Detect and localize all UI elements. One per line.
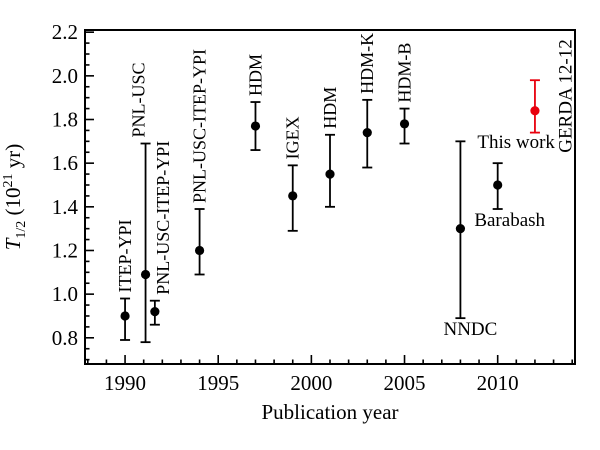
data-point: HDM bbox=[320, 87, 340, 208]
point-label: IGEX bbox=[283, 116, 303, 159]
point-label: NNDC bbox=[443, 319, 497, 340]
point-label: ITEP-YPI bbox=[115, 220, 135, 293]
data-series: ITEP-YPIPNL-USCPNL-USC-ITEP-YPIPNL-USC-I… bbox=[115, 33, 576, 344]
data-point: PNL-USC-ITEP-YPI bbox=[190, 49, 210, 276]
data-point: HDM bbox=[245, 54, 265, 151]
point-marker bbox=[455, 224, 466, 234]
y-tick-label: 1.6 bbox=[52, 151, 78, 175]
x-axis-title: Publication year bbox=[261, 400, 398, 424]
data-point: NNDC bbox=[443, 140, 497, 340]
y-tick-label: 1.4 bbox=[52, 195, 79, 219]
point-label: HDM bbox=[245, 54, 265, 96]
data-point: Barabash bbox=[474, 162, 546, 231]
x-tick-label: 1995 bbox=[197, 371, 239, 395]
data-point: PNL-USC bbox=[129, 63, 151, 344]
point-marker bbox=[362, 128, 372, 138]
x-tick-label: 2000 bbox=[290, 371, 332, 395]
point-marker bbox=[288, 191, 298, 201]
data-point: HDM-K bbox=[357, 33, 377, 169]
point-marker bbox=[399, 119, 410, 129]
point-label: HDM-K bbox=[357, 33, 377, 94]
x-tick-label: 2010 bbox=[477, 371, 519, 395]
point-label: PNL-USC-ITEP-YPI bbox=[153, 141, 173, 295]
point-label: HDM bbox=[320, 87, 340, 129]
y-tick-label: 1.0 bbox=[52, 282, 78, 306]
point-marker bbox=[150, 307, 160, 317]
point-label: GERDA 12-12 bbox=[555, 39, 576, 152]
point-marker bbox=[530, 106, 540, 116]
point-label: PNL-USC bbox=[129, 63, 149, 138]
point-marker bbox=[250, 121, 261, 131]
point-marker bbox=[493, 180, 503, 190]
y-tick-label: 1.8 bbox=[52, 108, 78, 132]
plot-frame bbox=[84, 29, 576, 365]
data-point: ITEP-YPI bbox=[115, 220, 135, 341]
data-point: IGEX bbox=[283, 116, 303, 232]
data-point: HDM-B bbox=[395, 43, 415, 145]
data-point: PNL-USC-ITEP-YPI bbox=[149, 141, 173, 326]
point-label: Barabash bbox=[474, 210, 545, 231]
y-axis-title: T1/2 (1021 yr) bbox=[1, 144, 29, 251]
point-marker bbox=[325, 169, 335, 179]
y-tick-label: 1.2 bbox=[52, 238, 78, 262]
point-label: PNL-USC-ITEP-YPI bbox=[190, 49, 210, 203]
x-tick-label: 2005 bbox=[384, 371, 426, 395]
annotation-this-work: This work bbox=[477, 132, 555, 153]
point-marker bbox=[194, 245, 205, 256]
point-marker bbox=[140, 269, 151, 280]
point-label: HDM-B bbox=[395, 43, 415, 103]
x-tick-label: 1990 bbox=[104, 371, 146, 395]
tick-labels: 1990 1995 2000 2005 2010 0.8 1.0 1.2 1.4 1.6 1.8 2.… bbox=[52, 20, 519, 395]
y-tick-label: 2.0 bbox=[52, 64, 78, 88]
point-marker bbox=[120, 311, 130, 321]
y-tick-label: 0.8 bbox=[52, 326, 78, 350]
y-tick-label: 2.2 bbox=[52, 20, 78, 44]
